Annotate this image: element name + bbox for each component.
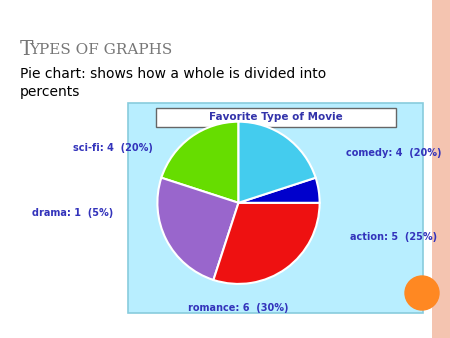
Wedge shape <box>158 178 239 280</box>
FancyBboxPatch shape <box>156 108 396 127</box>
FancyBboxPatch shape <box>128 103 423 313</box>
Text: T: T <box>20 40 33 59</box>
Wedge shape <box>213 203 320 284</box>
Text: comedy: 4  (20%): comedy: 4 (20%) <box>346 147 441 158</box>
Text: Pie chart: shows how a whole is divided into
percents: Pie chart: shows how a whole is divided … <box>20 67 326 99</box>
Circle shape <box>405 276 439 310</box>
Text: action: 5  (25%): action: 5 (25%) <box>351 232 437 242</box>
Wedge shape <box>238 178 320 203</box>
Text: drama: 1  (5%): drama: 1 (5%) <box>32 208 113 218</box>
Text: Favorite Type of Movie: Favorite Type of Movie <box>209 113 343 122</box>
Text: sci-fi: 4  (20%): sci-fi: 4 (20%) <box>73 143 153 153</box>
Wedge shape <box>238 122 315 203</box>
Wedge shape <box>162 122 238 203</box>
Text: romance: 6  (30%): romance: 6 (30%) <box>188 303 289 313</box>
Text: YPES OF GRAPHS: YPES OF GRAPHS <box>29 43 172 57</box>
FancyBboxPatch shape <box>432 0 450 338</box>
